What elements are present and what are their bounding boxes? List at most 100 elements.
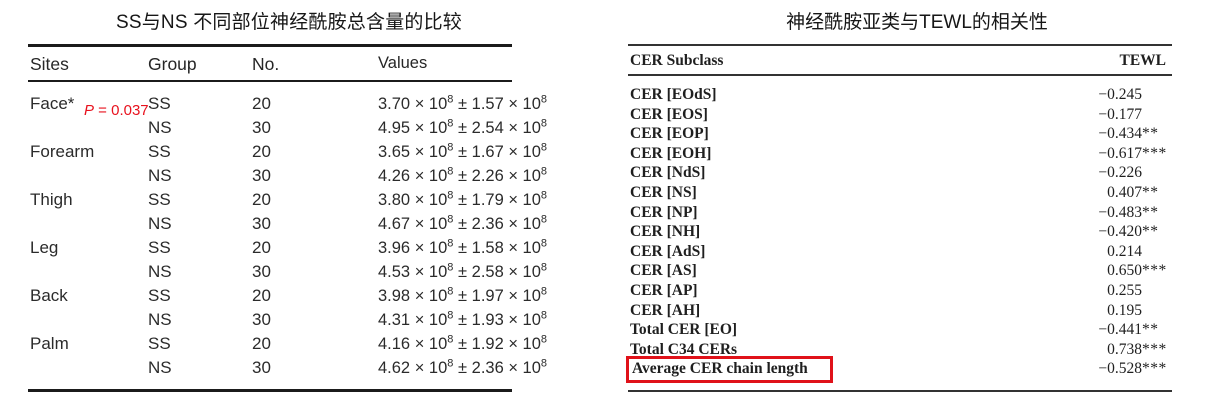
correlation-number: 0.255 (1107, 281, 1142, 299)
left-table-row: NS 30 4.31 × 108 ± 1.93 × 108 (28, 308, 547, 332)
left-table-row: Thigh SS 20 3.80 × 108 ± 1.79 × 108 (28, 188, 547, 212)
left-table-row: NS 30 4.67 × 108 ± 2.36 × 108 (28, 212, 547, 236)
value-cell: 3.65 × 108 ± 1.67 × 108 (378, 141, 548, 161)
tewl-value: 0.195 (1092, 301, 1164, 321)
left-table-row: NS 30 4.26 × 108 ± 2.26 × 108 (28, 164, 547, 188)
p-symbol: P (84, 102, 95, 119)
column-header-sites: Sites (30, 54, 69, 74)
left-table-header-rule (28, 80, 512, 82)
right-table-row: Average CER chain length −0.528 *** (626, 356, 1172, 383)
site-cell (30, 308, 148, 332)
exponent: 8 (540, 357, 548, 370)
significance-stars: ** (1142, 183, 1159, 201)
tewl-value: 0.255 (1092, 281, 1164, 301)
right-table-row: CER [NdS] −0.226 (628, 163, 1172, 183)
value-cell: 4.31 × 108 ± 1.93 × 108 (378, 309, 548, 329)
right-table-row: Total C34 CERs 0.738 *** (628, 340, 1172, 360)
correlation-number: 0.214 (1107, 242, 1142, 260)
right-table-row: CER [AH] 0.195 (628, 301, 1172, 321)
exponent: 8 (540, 333, 548, 346)
exponent: 8 (447, 285, 454, 298)
right-table-row: CER [NS] 0.407 ** (628, 183, 1172, 203)
exponent: 8 (447, 117, 454, 130)
tewl-value: −0.617 *** (1092, 144, 1166, 164)
group-cell: NS (148, 214, 172, 233)
left-table-header-row: Sites Group No. Values (28, 54, 512, 75)
left-table-title: SS与NS 不同部位神经酰胺总含量的比较 (115, 12, 463, 33)
count-cell: 20 (252, 94, 271, 113)
group-cell: NS (148, 262, 172, 281)
exponent: 8 (540, 165, 548, 178)
site-cell: Palm (30, 334, 69, 353)
right-table-row: CER [NP] −0.483 ** (628, 203, 1172, 223)
group-cell: SS (148, 286, 171, 305)
exponent: 8 (540, 93, 548, 106)
exponent: 8 (447, 333, 454, 346)
correlation-number: −0.177 (1098, 105, 1142, 123)
significance-stars: ** (1142, 125, 1159, 143)
tewl-value: 0.738 *** (1092, 340, 1167, 360)
exponent: 8 (540, 141, 548, 154)
significance-stars: ** (1142, 321, 1159, 339)
count-cell: 20 (252, 286, 271, 305)
group-cell: NS (148, 358, 172, 377)
tewl-value: −0.434 ** (1092, 124, 1164, 144)
count-cell: 20 (252, 238, 271, 257)
subclass-label: CER [AdS] (630, 242, 706, 260)
tewl-value: −0.483 ** (1092, 203, 1164, 223)
left-table-row: Back SS 20 3.98 × 108 ± 1.97 × 108 (28, 284, 547, 308)
correlation-number: −0.483 (1098, 203, 1142, 221)
count-cell: 20 (252, 334, 271, 353)
exponent: 8 (447, 261, 454, 274)
exponent: 8 (447, 93, 454, 106)
exponent: 8 (447, 141, 454, 154)
left-table-body: Face* SS 20 3.70 × 108 ± 1.57 × 108 NS 30 4.95… (28, 92, 547, 380)
right-table-header-row: CER Subclass TEWL (628, 52, 1172, 70)
left-table-row: NS 30 4.62 × 108 ± 2.36 × 108 (28, 356, 547, 380)
correlation-number: 0.650 (1107, 262, 1142, 280)
right-table-row: CER [EOdS] −0.245 (628, 85, 1172, 105)
subclass-label: CER [EOS] (630, 105, 708, 123)
right-table-row: CER [EOP] −0.434 ** (628, 124, 1172, 144)
correlation-number: 0.407 (1107, 183, 1142, 201)
left-table-row: NS 30 4.53 × 108 ± 2.58 × 108 (28, 260, 547, 284)
value-cell: 3.96 × 108 ± 1.58 × 108 (378, 237, 548, 257)
exponent: 8 (447, 165, 454, 178)
exponent: 8 (447, 213, 454, 226)
left-table-bottom-rule (28, 389, 512, 392)
left-table-panel: SS与NS 不同部位神经酰胺总含量的比较 Sites Group No. Val… (28, 0, 547, 409)
count-cell: 30 (252, 214, 271, 233)
significance-stars (1142, 281, 1164, 301)
site-cell: Leg (30, 238, 59, 257)
significance-stars (1142, 163, 1164, 183)
count-cell: 30 (252, 166, 271, 185)
exponent: 8 (540, 213, 548, 226)
site-cell (30, 116, 148, 140)
left-table-row: Face* SS 20 3.70 × 108 ± 1.57 × 108 (28, 92, 547, 116)
tewl-value: 0.407 ** (1092, 183, 1164, 203)
site-cell: Forearm (30, 142, 95, 161)
site-cell (30, 212, 148, 236)
right-table-body: CER [EOdS] −0.245 CER [EOS] −0.177 CER [EOP]… (626, 85, 1172, 383)
subclass-label: CER [NS] (630, 183, 697, 201)
correlation-number: −0.434 (1098, 125, 1142, 143)
subclass-label: CER [EOdS] (630, 86, 717, 103)
correlation-number: −0.617 (1098, 144, 1142, 162)
significance-stars (1142, 105, 1164, 125)
group-cell: SS (148, 142, 171, 161)
group-cell: NS (148, 118, 172, 137)
value-cell: 4.16 × 108 ± 1.92 × 108 (378, 333, 548, 353)
p-value-text: = 0.037 (94, 102, 149, 119)
site-cell (30, 260, 148, 284)
group-cell: SS (148, 238, 171, 257)
significance-stars: *** (1142, 340, 1167, 358)
value-cell: 4.62 × 108 ± 2.36 × 108 (378, 357, 548, 377)
group-cell: NS (148, 166, 172, 185)
exponent: 8 (540, 285, 548, 298)
column-header-no: No. (252, 54, 280, 74)
left-table-top-rule (28, 44, 512, 47)
count-cell: 30 (252, 358, 271, 377)
right-table-row: CER [EOH] −0.617 *** (628, 144, 1172, 164)
significance-stars (1142, 301, 1164, 321)
